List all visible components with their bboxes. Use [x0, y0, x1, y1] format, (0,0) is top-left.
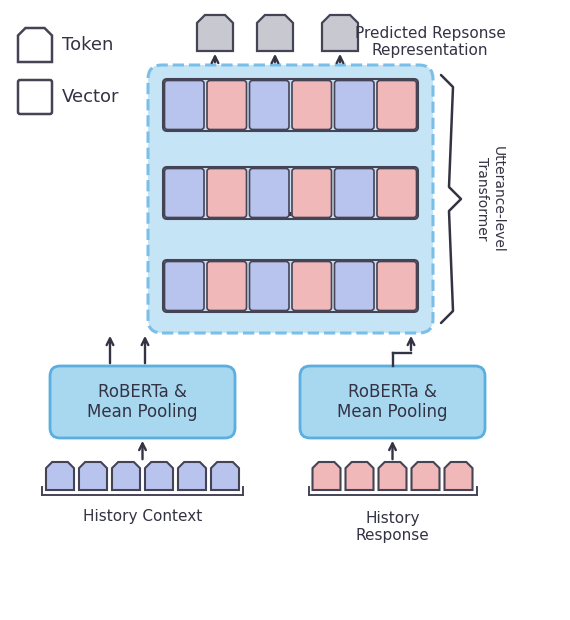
Polygon shape [46, 462, 74, 490]
FancyBboxPatch shape [18, 80, 52, 114]
FancyBboxPatch shape [207, 81, 246, 130]
FancyBboxPatch shape [163, 167, 418, 219]
FancyBboxPatch shape [377, 169, 417, 218]
Polygon shape [112, 462, 140, 490]
FancyBboxPatch shape [335, 169, 374, 218]
Text: Utterance-level
Transformer: Utterance-level Transformer [475, 146, 505, 252]
FancyBboxPatch shape [250, 262, 289, 311]
FancyBboxPatch shape [377, 81, 417, 130]
FancyBboxPatch shape [148, 65, 433, 333]
Polygon shape [345, 462, 373, 490]
Text: RoBERTa &
Mean Pooling: RoBERTa & Mean Pooling [337, 383, 448, 422]
FancyBboxPatch shape [292, 169, 332, 218]
Polygon shape [445, 462, 473, 490]
FancyBboxPatch shape [50, 366, 235, 438]
FancyBboxPatch shape [292, 81, 332, 130]
FancyBboxPatch shape [250, 81, 289, 130]
Text: RoBERTa &
Mean Pooling: RoBERTa & Mean Pooling [87, 383, 198, 422]
Text: Vector: Vector [62, 88, 120, 106]
Text: ...: ... [278, 200, 303, 220]
Polygon shape [145, 462, 173, 490]
FancyBboxPatch shape [300, 366, 485, 438]
Text: Predicted Repsonse
Representation: Predicted Repsonse Representation [355, 26, 506, 58]
FancyBboxPatch shape [335, 81, 374, 130]
Polygon shape [79, 462, 107, 490]
Polygon shape [412, 462, 439, 490]
FancyBboxPatch shape [165, 81, 204, 130]
Polygon shape [322, 15, 358, 51]
FancyBboxPatch shape [165, 169, 204, 218]
Polygon shape [257, 15, 293, 51]
Polygon shape [18, 28, 52, 62]
Text: Token: Token [62, 36, 113, 54]
FancyBboxPatch shape [163, 79, 418, 131]
FancyBboxPatch shape [165, 262, 204, 311]
FancyBboxPatch shape [207, 262, 246, 311]
FancyBboxPatch shape [335, 262, 374, 311]
Polygon shape [378, 462, 406, 490]
FancyBboxPatch shape [377, 262, 417, 311]
FancyBboxPatch shape [292, 262, 332, 311]
Text: History
Response: History Response [356, 511, 429, 543]
Polygon shape [211, 462, 239, 490]
FancyBboxPatch shape [250, 169, 289, 218]
Text: History Context: History Context [83, 510, 202, 525]
Polygon shape [197, 15, 233, 51]
Polygon shape [178, 462, 206, 490]
FancyBboxPatch shape [207, 169, 246, 218]
Polygon shape [312, 462, 340, 490]
FancyBboxPatch shape [163, 260, 418, 312]
